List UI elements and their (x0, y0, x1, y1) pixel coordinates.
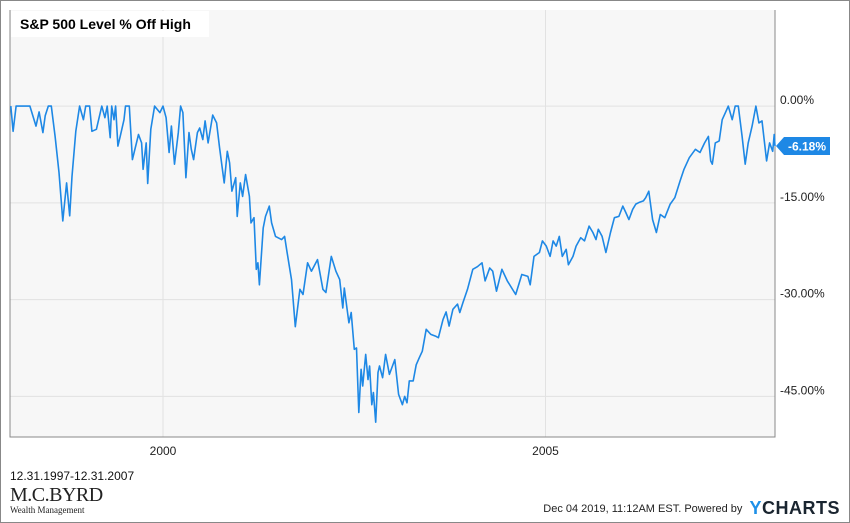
logo-subtitle: Wealth Management (10, 505, 85, 515)
x-tick-label: 2000 (150, 444, 177, 458)
y-tick-label: -15.00% (780, 190, 825, 204)
y-tick-label: -30.00% (780, 287, 825, 301)
ycharts-logo-text: CHARTS (762, 498, 840, 518)
footer-attribution: Dec 04 2019, 11:12AM EST. Powered by YCH… (543, 498, 840, 519)
plot-area (10, 10, 775, 437)
chart-title: S&P 500 Level % Off High (20, 16, 191, 32)
y-tick-label: -45.00% (780, 383, 825, 397)
date-range: 12.31.1997-12.31.2007 (10, 469, 135, 483)
company-logo: M.C.BYRD Wealth Management (10, 485, 103, 515)
last-value-badge (776, 136, 830, 155)
ycharts-logo[interactable]: YCHARTS (749, 498, 840, 518)
plot-axes (9, 10, 776, 438)
logo-name: M.C.BYRD (10, 484, 103, 506)
powered-by: Powered by (684, 503, 743, 515)
last-value-label: -6.18% (788, 139, 826, 153)
y-tick-label: 0.00% (780, 93, 814, 107)
x-tick-label: 2005 (532, 444, 559, 458)
chart-title-box: S&P 500 Level % Off High (11, 11, 209, 37)
series-line (10, 105, 776, 423)
ycharts-logo-y: Y (749, 498, 762, 518)
timestamp: Dec 04 2019, 11:12AM EST. (543, 503, 682, 515)
